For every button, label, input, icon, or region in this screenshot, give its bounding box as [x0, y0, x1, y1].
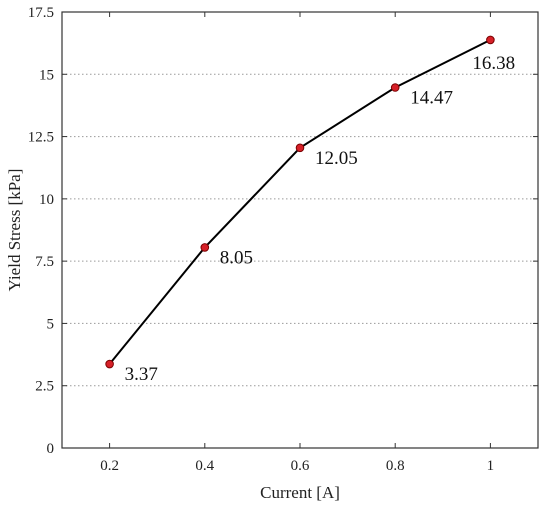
y-tick-label: 2.5: [35, 379, 54, 395]
x-tick-label: 0.8: [386, 458, 405, 474]
y-axis-title: Yield Stress [kPa]: [5, 169, 24, 292]
data-point: [105, 359, 114, 369]
data-label: 16.38: [472, 53, 515, 74]
y-tick-label: 17.5: [28, 5, 54, 21]
y-tick-label: 0: [47, 441, 55, 457]
series-yield-stress: [105, 35, 495, 369]
x-tick-label: 0.2: [100, 458, 119, 474]
y-tick-label: 5: [47, 316, 55, 332]
data-point: [486, 35, 495, 45]
x-axis-title: Current [A]: [260, 483, 340, 502]
x-tick-label: 1: [487, 458, 495, 474]
data-label: 12.05: [315, 148, 358, 169]
grid-lines: [62, 73, 538, 387]
data-label: 3.37: [125, 364, 158, 385]
data-point: [295, 143, 305, 153]
axis-ticks: 0 2.5 5 7.5 10 12.5 15 17.5 0.2 0.4 0.6 0.8 1: [28, 5, 538, 474]
data-point: [200, 243, 210, 252]
y-tick-label: 7.5: [35, 254, 54, 270]
y-tick-label: 12.5: [28, 130, 54, 146]
x-tick-label: 0.4: [195, 458, 214, 474]
data-labels: 3.37 8.05 12.05 14.47 16.38: [125, 53, 516, 385]
data-label: 14.47: [410, 87, 453, 108]
data-point: [390, 83, 400, 92]
y-tick-label: 15: [39, 67, 54, 83]
data-label: 8.05: [220, 247, 253, 268]
x-tick-label: 0.6: [291, 458, 310, 474]
y-tick-label: 10: [39, 192, 54, 208]
